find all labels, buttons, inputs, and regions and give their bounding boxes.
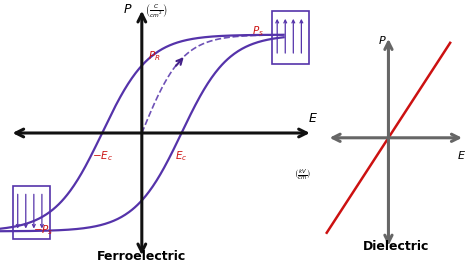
Text: Dielectric: Dielectric (363, 240, 429, 253)
Text: $\left(\frac{kV}{cm}\right)$: $\left(\frac{kV}{cm}\right)$ (294, 168, 311, 182)
Text: $P$: $P$ (378, 34, 387, 46)
Text: $\left(\frac{C}{cm^2}\right)$: $\left(\frac{C}{cm^2}\right)$ (145, 3, 167, 20)
Text: $P_s$: $P_s$ (253, 24, 264, 38)
Text: $E$: $E$ (308, 112, 318, 125)
Text: $E$: $E$ (457, 149, 466, 161)
Text: $P_R$: $P_R$ (148, 49, 161, 63)
Text: $P$: $P$ (123, 3, 132, 16)
Text: $-E_c$: $-E_c$ (91, 149, 113, 163)
Text: Ferroelectric: Ferroelectric (97, 250, 186, 263)
Text: $E_c$: $E_c$ (175, 149, 188, 163)
Text: $-P_s$: $-P_s$ (33, 223, 54, 237)
